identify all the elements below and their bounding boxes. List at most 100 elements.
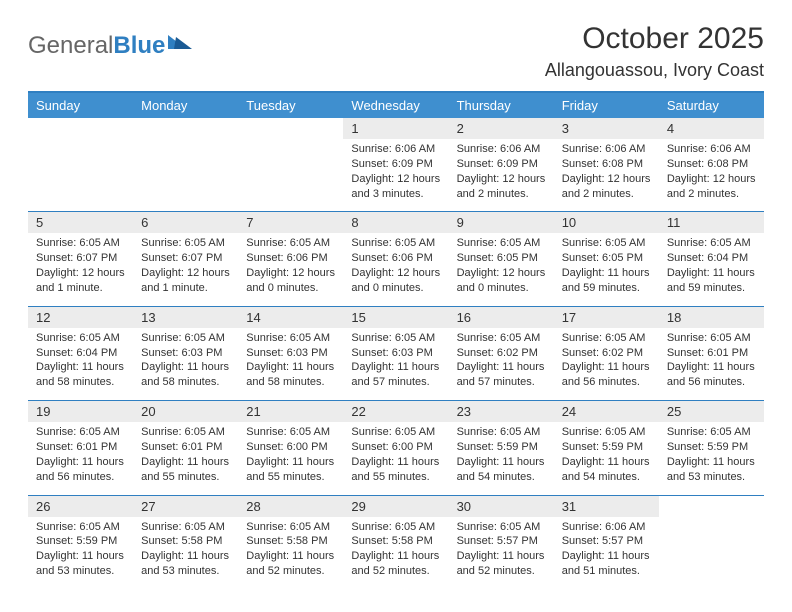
dow-cell: Monday	[133, 92, 238, 118]
daylight: Daylight: 11 hours and 52 minutes.	[246, 549, 335, 579]
day-number: 24	[554, 401, 659, 422]
day-number: 7	[238, 212, 343, 233]
day-details: Sunrise: 6:05 AMSunset: 6:01 PMDaylight:…	[28, 422, 133, 495]
sunrise: Sunrise: 6:06 AM	[351, 142, 440, 157]
sunset: Sunset: 6:01 PM	[141, 440, 230, 455]
detail-row: Sunrise: 6:05 AMSunset: 6:04 PMDaylight:…	[28, 328, 764, 401]
daylight: Daylight: 12 hours and 0 minutes.	[457, 266, 546, 296]
sunset: Sunset: 5:57 PM	[562, 534, 651, 549]
logo-triangle-icon	[168, 28, 192, 56]
day-details: Sunrise: 6:05 AMSunset: 5:58 PMDaylight:…	[133, 517, 238, 589]
day-details: Sunrise: 6:06 AMSunset: 6:09 PMDaylight:…	[343, 139, 448, 212]
day-details: Sunrise: 6:05 AMSunset: 6:05 PMDaylight:…	[449, 233, 554, 306]
sunrise: Sunrise: 6:06 AM	[667, 142, 756, 157]
dow-row: Sunday Monday Tuesday Wednesday Thursday…	[28, 92, 764, 118]
daylight: Daylight: 11 hours and 53 minutes.	[141, 549, 230, 579]
daylight: Daylight: 12 hours and 0 minutes.	[246, 266, 335, 296]
sunset: Sunset: 6:05 PM	[457, 251, 546, 266]
daylight: Daylight: 11 hours and 53 minutes.	[36, 549, 125, 579]
sunset: Sunset: 5:57 PM	[457, 534, 546, 549]
day-details: Sunrise: 6:05 AMSunset: 6:02 PMDaylight:…	[449, 328, 554, 401]
sunrise: Sunrise: 6:05 AM	[36, 425, 125, 440]
day-details: Sunrise: 6:05 AMSunset: 5:59 PMDaylight:…	[449, 422, 554, 495]
day-number: 10	[554, 212, 659, 233]
daynum-row: 1234	[28, 118, 764, 139]
sunrise: Sunrise: 6:05 AM	[36, 520, 125, 535]
month-title: October 2025	[545, 22, 764, 56]
day-details: Sunrise: 6:06 AMSunset: 5:57 PMDaylight:…	[554, 517, 659, 589]
sunset: Sunset: 6:07 PM	[36, 251, 125, 266]
day-details: Sunrise: 6:05 AMSunset: 6:07 PMDaylight:…	[133, 233, 238, 306]
sunset: Sunset: 6:02 PM	[457, 346, 546, 361]
sunset: Sunset: 6:03 PM	[141, 346, 230, 361]
sunset: Sunset: 6:06 PM	[246, 251, 335, 266]
day-number: 29	[343, 496, 448, 517]
sunset: Sunset: 5:58 PM	[246, 534, 335, 549]
daylight: Daylight: 11 hours and 56 minutes.	[36, 455, 125, 485]
sunset: Sunset: 6:00 PM	[351, 440, 440, 455]
sunrise: Sunrise: 6:05 AM	[457, 236, 546, 251]
day-details: Sunrise: 6:05 AMSunset: 6:02 PMDaylight:…	[554, 328, 659, 401]
sunrise: Sunrise: 6:05 AM	[457, 425, 546, 440]
daylight: Daylight: 12 hours and 0 minutes.	[351, 266, 440, 296]
sunrise: Sunrise: 6:05 AM	[667, 425, 756, 440]
day-number: 23	[449, 401, 554, 422]
daylight: Daylight: 11 hours and 56 minutes.	[562, 360, 651, 390]
day-number: 14	[238, 307, 343, 328]
day-details: Sunrise: 6:05 AMSunset: 6:01 PMDaylight:…	[133, 422, 238, 495]
detail-row: Sunrise: 6:05 AMSunset: 5:59 PMDaylight:…	[28, 517, 764, 589]
daylight: Daylight: 11 hours and 55 minutes.	[351, 455, 440, 485]
sunrise: Sunrise: 6:05 AM	[351, 425, 440, 440]
day-number: 30	[449, 496, 554, 517]
sunset: Sunset: 6:04 PM	[36, 346, 125, 361]
sunrise: Sunrise: 6:06 AM	[457, 142, 546, 157]
sunset: Sunset: 6:03 PM	[246, 346, 335, 361]
sunset: Sunset: 6:08 PM	[667, 157, 756, 172]
day-details: Sunrise: 6:05 AMSunset: 5:58 PMDaylight:…	[238, 517, 343, 589]
dow-cell: Wednesday	[343, 92, 448, 118]
sunrise: Sunrise: 6:06 AM	[562, 520, 651, 535]
sunset: Sunset: 6:03 PM	[351, 346, 440, 361]
sunset: Sunset: 6:09 PM	[351, 157, 440, 172]
day-details	[28, 139, 133, 212]
dow-cell: Friday	[554, 92, 659, 118]
day-number: 16	[449, 307, 554, 328]
sunrise: Sunrise: 6:05 AM	[246, 425, 335, 440]
day-number: 1	[343, 118, 448, 139]
daylight: Daylight: 12 hours and 2 minutes.	[667, 172, 756, 202]
day-details: Sunrise: 6:05 AMSunset: 6:05 PMDaylight:…	[554, 233, 659, 306]
day-number: 15	[343, 307, 448, 328]
daylight: Daylight: 11 hours and 56 minutes.	[667, 360, 756, 390]
daylight: Daylight: 11 hours and 53 minutes.	[667, 455, 756, 485]
day-details: Sunrise: 6:05 AMSunset: 6:03 PMDaylight:…	[238, 328, 343, 401]
day-number: 18	[659, 307, 764, 328]
sunrise: Sunrise: 6:05 AM	[351, 520, 440, 535]
day-number: 9	[449, 212, 554, 233]
daylight: Daylight: 11 hours and 57 minutes.	[457, 360, 546, 390]
sunrise: Sunrise: 6:05 AM	[36, 331, 125, 346]
day-details: Sunrise: 6:05 AMSunset: 6:06 PMDaylight:…	[238, 233, 343, 306]
sunset: Sunset: 6:00 PM	[246, 440, 335, 455]
location: Allangouassou, Ivory Coast	[545, 60, 764, 81]
daylight: Daylight: 11 hours and 54 minutes.	[562, 455, 651, 485]
sunset: Sunset: 6:01 PM	[667, 346, 756, 361]
dow-cell: Sunday	[28, 92, 133, 118]
daylight: Daylight: 11 hours and 55 minutes.	[141, 455, 230, 485]
logo-text-blue: Blue	[113, 32, 165, 60]
daylight: Daylight: 11 hours and 51 minutes.	[562, 549, 651, 579]
day-number	[659, 496, 764, 517]
day-number	[133, 118, 238, 139]
daylight: Daylight: 11 hours and 54 minutes.	[457, 455, 546, 485]
day-details: Sunrise: 6:06 AMSunset: 6:08 PMDaylight:…	[659, 139, 764, 212]
day-number	[28, 118, 133, 139]
sunrise: Sunrise: 6:05 AM	[36, 236, 125, 251]
day-details: Sunrise: 6:06 AMSunset: 6:09 PMDaylight:…	[449, 139, 554, 212]
day-number: 8	[343, 212, 448, 233]
day-number: 4	[659, 118, 764, 139]
detail-row: Sunrise: 6:05 AMSunset: 6:07 PMDaylight:…	[28, 233, 764, 306]
header: GeneralBlue October 2025 Allangouassou, …	[28, 22, 764, 81]
day-number: 3	[554, 118, 659, 139]
daylight: Daylight: 12 hours and 2 minutes.	[457, 172, 546, 202]
day-number: 20	[133, 401, 238, 422]
sunrise: Sunrise: 6:05 AM	[351, 331, 440, 346]
